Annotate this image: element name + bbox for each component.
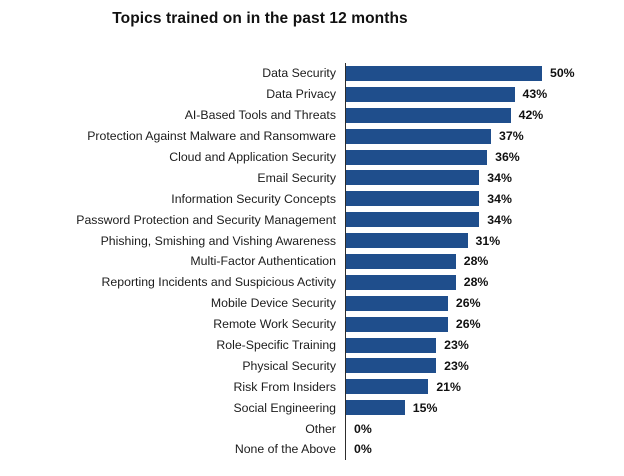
bar-track: 34% <box>345 167 624 189</box>
category-label: Data Security <box>262 66 336 81</box>
bar-track: 21% <box>345 376 624 398</box>
category-label: Email Security <box>257 170 336 185</box>
bar-track: 0% <box>345 439 624 460</box>
bar <box>346 149 488 165</box>
bar <box>346 337 437 353</box>
value-label: 34% <box>487 170 512 185</box>
bar-track: 42% <box>345 104 624 126</box>
bar <box>346 128 492 144</box>
bar <box>346 86 515 102</box>
value-label: 50% <box>550 66 575 81</box>
value-label: 31% <box>475 233 501 248</box>
category-label: Mobile Device Security <box>210 296 336 311</box>
bar <box>346 107 511 123</box>
category-label: Data Privacy <box>266 87 336 102</box>
bar-row: Physical Security 23% <box>0 355 624 377</box>
bar <box>346 316 448 332</box>
value-label: 0% <box>354 442 372 457</box>
category-label: Cloud and Application Security <box>169 150 336 164</box>
category-label: None of the Above <box>234 442 336 457</box>
value-label: 36% <box>495 150 520 164</box>
value-label: 26% <box>455 296 481 311</box>
category-label: Multi-Factor Authentication <box>190 254 336 269</box>
category-label: Reporting Incidents and Suspicious Activ… <box>101 275 336 290</box>
category-label: Social Engineering <box>233 400 336 415</box>
bar <box>346 379 429 395</box>
bar-track: 26% <box>345 313 624 335</box>
value-label: 0% <box>354 421 372 436</box>
bar-track: 34% <box>345 209 624 231</box>
bar-track: 43% <box>345 83 624 105</box>
value-label: 37% <box>499 129 524 144</box>
bar-row: Reporting Incidents and Suspicious Activ… <box>0 271 624 293</box>
bar-row: Mobile Device Security 26% <box>0 292 624 314</box>
value-label: 34% <box>487 212 512 227</box>
bar-track: 28% <box>345 251 624 272</box>
category-label: AI-Based Tools and Threats <box>184 108 336 123</box>
bar-row: Email Security 34% <box>0 167 624 189</box>
bar-row: Other 0% <box>0 418 624 440</box>
bar-row: Social Engineering 15% <box>0 397 624 419</box>
bar <box>346 65 542 81</box>
category-label: Password Protection and Security Managem… <box>76 212 336 227</box>
bar-row: Role-Specific Training 23% <box>0 334 624 356</box>
bar-row: Data Security 50% <box>0 63 624 84</box>
bar-row: None of the Above 0% <box>0 439 624 460</box>
bar-row: Protection Against Malware and Ransomwar… <box>0 125 624 147</box>
value-label: 23% <box>444 338 469 353</box>
value-label: 23% <box>444 358 469 373</box>
bar-track: 23% <box>345 334 624 356</box>
value-label: 26% <box>455 317 481 332</box>
category-label: Information Security Concepts <box>171 191 336 206</box>
value-label: 42% <box>518 108 544 123</box>
bar-row: Remote Work Security 26% <box>0 313 624 335</box>
bar-row: Password Protection and Security Managem… <box>0 209 624 231</box>
category-label: Protection Against Malware and Ransomwar… <box>87 129 336 144</box>
bar-track: 50% <box>345 63 624 84</box>
category-label: Phishing, Smishing and Vishing Awareness <box>100 233 336 248</box>
bar-track: 23% <box>345 355 624 377</box>
bar-row: Cloud and Application Security 36% <box>0 146 624 168</box>
bar <box>346 191 480 207</box>
bar <box>346 400 405 416</box>
bar <box>346 253 456 269</box>
bar-chart-rows: Data Security 50% Data Privacy 43% AI-Based … <box>0 58 624 470</box>
bar-track: 26% <box>345 292 624 314</box>
value-label: 28% <box>463 254 489 269</box>
value-label: 21% <box>436 379 461 394</box>
value-label: 15% <box>412 400 438 415</box>
value-label: 43% <box>522 87 548 102</box>
category-label: Role-Specific Training <box>216 338 336 353</box>
bar-row: Data Privacy 43% <box>0 83 624 105</box>
bar-track: 15% <box>345 397 624 419</box>
bar <box>346 358 437 374</box>
bar-track: 0% <box>345 418 624 440</box>
bar-row: Information Security Concepts 34% <box>0 188 624 210</box>
bar <box>346 212 480 228</box>
bar-track: 36% <box>345 146 624 168</box>
chart-title: Topics trained on in the past 12 months <box>112 10 408 27</box>
bar-track: 28% <box>345 271 624 293</box>
value-label: 34% <box>487 191 512 206</box>
category-label: Physical Security <box>242 358 336 373</box>
category-label: Risk From Insiders <box>233 379 337 394</box>
bar-row: Risk From Insiders 21% <box>0 376 624 398</box>
bar <box>346 274 456 290</box>
bar-track: 31% <box>345 230 624 252</box>
bar <box>346 170 480 186</box>
bar-row: Phishing, Smishing and Vishing Awareness… <box>0 230 624 252</box>
bar-row: AI-Based Tools and Threats 42% <box>0 104 624 126</box>
value-label: 28% <box>463 275 489 290</box>
category-label: Remote Work Security <box>213 317 336 332</box>
category-label: Other <box>305 421 336 436</box>
bar-row: Multi-Factor Authentication 28% <box>0 251 624 272</box>
bar-track: 37% <box>345 125 624 147</box>
bar <box>346 233 468 249</box>
bar <box>346 295 448 311</box>
bar-track: 34% <box>345 188 624 210</box>
